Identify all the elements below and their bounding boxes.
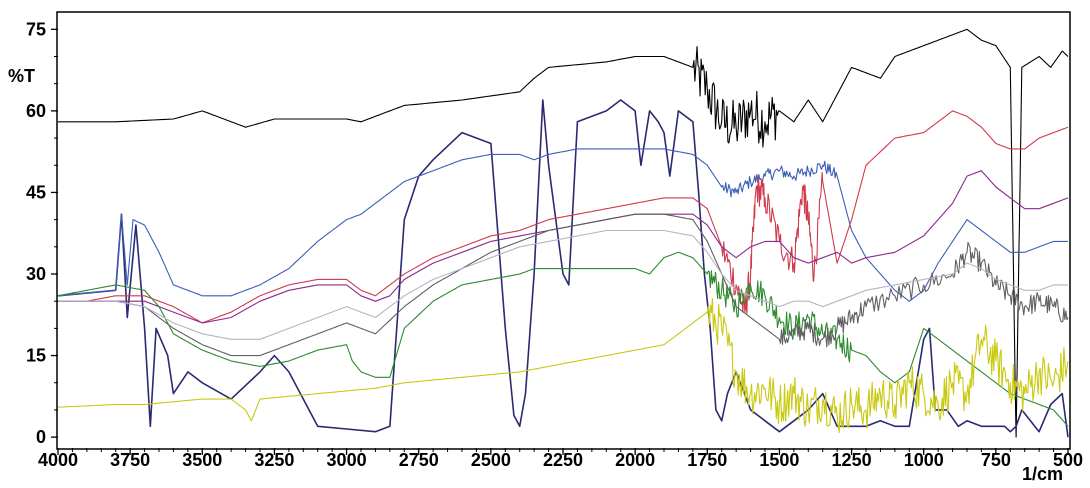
spectrum-line-6 <box>57 251 1069 427</box>
spectrum-line-1 <box>58 28 1069 438</box>
x-tick-label: 2750 <box>399 450 439 470</box>
x-tick-label: 750 <box>981 450 1011 470</box>
spectrum-line-8 <box>58 229 1068 340</box>
x-tick-label: 1250 <box>832 450 872 470</box>
y-tick-label: 60 <box>26 101 46 121</box>
x-tick-label: 3750 <box>110 450 150 470</box>
spectrum-line-7 <box>58 213 1069 357</box>
y-tick-label: 75 <box>26 19 46 39</box>
y-axis-label: %T <box>8 66 35 86</box>
series-layer <box>57 28 1069 438</box>
x-tick-label: 2500 <box>471 450 511 470</box>
x-tick-label: 2250 <box>543 450 583 470</box>
x-axis-label: 1/cm <box>1022 464 1063 483</box>
y-tick-label: 45 <box>26 182 46 202</box>
x-tick-label: 2000 <box>615 450 655 470</box>
spectrum-line-9 <box>57 298 1069 434</box>
x-tick-label: 4000 <box>38 450 78 470</box>
x-tick-label: 1750 <box>687 450 727 470</box>
axis-tick-labels: 4000 3750 3500 3250 3000 2750 2500 2250 2000 1750… <box>26 19 1083 470</box>
x-tick-label: 500 <box>1053 450 1083 470</box>
spectrum-line-4 <box>58 110 1069 324</box>
x-tick-label: 1000 <box>904 450 944 470</box>
spectrum-line-3 <box>57 148 1068 302</box>
x-tick-label: 3000 <box>327 450 367 470</box>
x-tick-label: 3250 <box>254 450 294 470</box>
x-tick-label: 3500 <box>182 450 222 470</box>
axis-ticks <box>51 28 1069 455</box>
y-tick-label: 30 <box>26 264 46 284</box>
spectrum-line-5 <box>58 170 1069 324</box>
x-tick-label: 1500 <box>759 450 799 470</box>
y-tick-label: 15 <box>26 346 46 366</box>
y-tick-label: 0 <box>36 427 46 447</box>
